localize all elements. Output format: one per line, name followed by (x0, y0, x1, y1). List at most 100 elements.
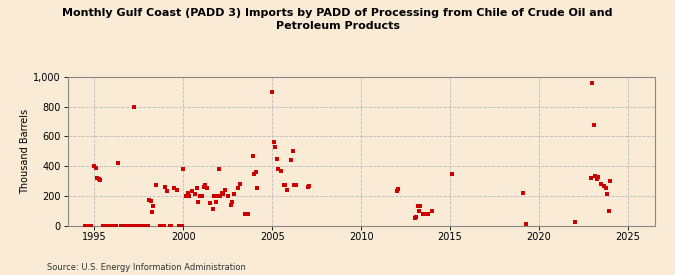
Point (155, 223, 166, 228)
Point (151, 183, 162, 188)
Point (113, 161, 124, 165)
Point (228, 192, 239, 197)
Point (240, 212, 251, 217)
Point (176, 223, 187, 228)
Point (98, 223, 109, 228)
Point (393, 187, 404, 191)
Point (415, 204, 426, 208)
Point (215, 194, 225, 198)
Point (211, 200, 221, 204)
Point (178, 167, 188, 171)
Point (119, 223, 130, 228)
Point (392, 189, 402, 194)
Point (146, 210, 157, 214)
Point (144, 198, 155, 202)
Point (517, 191, 528, 195)
Point (290, 183, 301, 188)
Point (165, 223, 176, 228)
Point (601, 186, 612, 191)
Point (92, 176, 103, 180)
Point (591, 177, 602, 182)
Point (205, 201, 215, 205)
Point (593, 175, 603, 180)
Point (187, 189, 198, 194)
Point (520, 222, 531, 226)
Point (243, 211, 254, 216)
Point (175, 223, 186, 228)
Point (145, 199, 156, 203)
Point (194, 194, 205, 198)
Point (586, 176, 597, 180)
Point (93, 177, 104, 182)
Point (273, 167, 284, 171)
Point (142, 223, 153, 228)
Point (107, 223, 117, 228)
Point (222, 194, 233, 198)
Point (89, 164, 100, 168)
Point (304, 184, 315, 188)
Point (108, 223, 119, 228)
Point (109, 223, 120, 228)
Point (166, 223, 177, 228)
Point (129, 104, 140, 109)
Point (233, 186, 244, 191)
Point (596, 182, 607, 186)
Point (101, 223, 111, 228)
Text: Source: U.S. Energy Information Administration: Source: U.S. Energy Information Administ… (47, 263, 246, 272)
Point (279, 183, 290, 188)
Point (412, 204, 423, 208)
Point (133, 223, 144, 228)
Point (102, 223, 113, 228)
Point (603, 208, 614, 213)
Point (128, 223, 138, 228)
Point (225, 202, 236, 207)
Point (159, 223, 169, 228)
Point (288, 149, 298, 153)
Point (157, 223, 168, 228)
Point (184, 194, 194, 198)
Point (172, 188, 183, 192)
Point (281, 188, 292, 192)
Point (589, 122, 599, 127)
Point (139, 223, 150, 228)
Point (161, 189, 172, 194)
Point (201, 186, 212, 191)
Point (252, 186, 263, 191)
Point (280, 183, 291, 187)
Point (148, 204, 159, 208)
Point (446, 171, 457, 176)
Point (154, 223, 165, 228)
Point (173, 223, 184, 228)
Point (268, 140, 279, 145)
Point (219, 188, 230, 192)
Point (267, 90, 277, 94)
Point (289, 183, 300, 188)
Point (234, 182, 245, 186)
Point (250, 170, 261, 174)
Y-axis label: Thousand Barrels: Thousand Barrels (20, 109, 30, 194)
Point (271, 156, 282, 161)
Point (169, 186, 180, 191)
Point (105, 223, 116, 228)
Point (83, 223, 94, 228)
Point (130, 223, 141, 228)
Point (421, 211, 432, 216)
Point (213, 167, 224, 171)
Point (587, 81, 598, 85)
Text: Monthly Gulf Coast (PADD 3) Imports by PADD of Processing from Chile of Crude Oi: Monthly Gulf Coast (PADD 3) Imports by P… (62, 8, 613, 31)
Point (200, 183, 211, 188)
Point (590, 174, 601, 179)
Point (605, 179, 616, 183)
Point (86, 223, 97, 228)
Point (569, 219, 580, 224)
Point (275, 168, 286, 173)
Point (248, 153, 259, 158)
Point (90, 165, 101, 170)
Point (126, 223, 136, 228)
Point (409, 216, 420, 220)
Point (115, 223, 126, 228)
Point (120, 223, 131, 228)
Point (95, 178, 105, 182)
Point (198, 185, 209, 189)
Point (124, 223, 135, 228)
